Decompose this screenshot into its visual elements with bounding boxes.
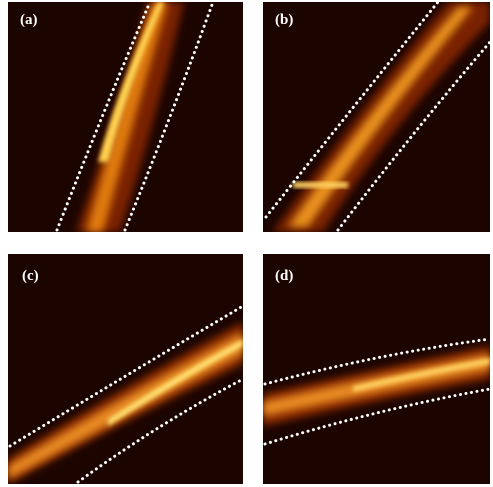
panel-b: (b) [263,2,490,232]
panel-a: (a) [8,2,243,232]
panel-label: (b) [275,12,293,28]
artifact [293,182,348,188]
panel-d: (d) [263,254,490,484]
figure: (a) (b) (c) (d) (() => { const data = JS… [0,0,493,487]
panel-c: (c) [8,254,243,484]
panel-label: (d) [275,268,293,284]
panel-label: (c) [22,268,39,284]
panel-label: (a) [20,12,38,28]
